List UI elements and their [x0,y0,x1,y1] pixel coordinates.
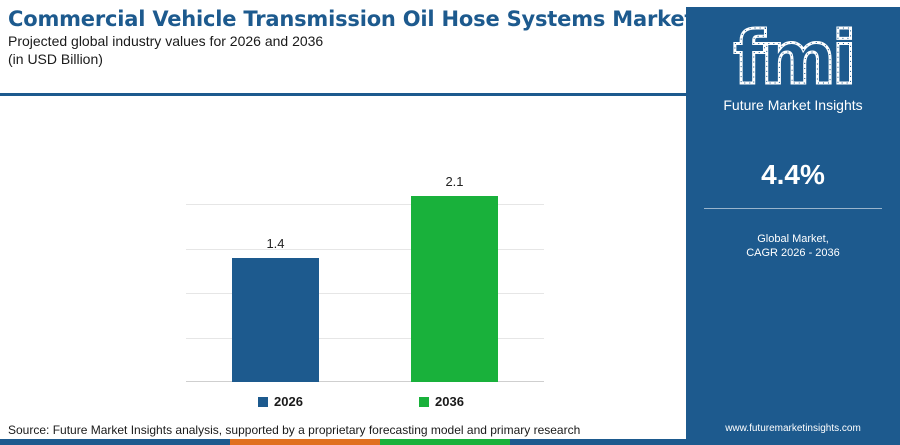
svg-text:fmi: fmi [733,19,852,99]
sidebar-panel: fmi fmi Future Market Insights 4.4% Glob… [686,7,900,445]
bar-chart-plot-area: 1.4 2.1 [186,160,544,382]
header-divider [0,93,686,96]
subtitle-line-1: Projected global industry values for 202… [8,33,324,49]
chart-subtitle: Projected global industry values for 202… [8,32,323,68]
legend-item-2036: 2036 [419,394,464,409]
strip-segment [510,439,686,445]
footer-color-strip [0,439,686,445]
gridline [186,204,544,205]
legend-item-2026: 2026 [258,394,303,409]
bar-2026 [232,257,319,382]
source-note: Source: Future Market Insights analysis,… [8,423,581,437]
cagr-label-line-2: CAGR 2026 - 2036 [746,247,840,259]
sidebar-divider [704,208,882,209]
gridline [186,249,544,250]
chart-title: Commercial Vehicle Transmission Oil Hose… [8,7,695,31]
gridline [186,338,544,339]
legend-label: 2026 [274,394,303,409]
svg-text:fmi: fmi [733,19,852,99]
legend-swatch [258,396,268,407]
data-label-2036: 2.1 [445,173,464,189]
fmi-logo: fmi fmi Future Market Insights [718,15,868,119]
fmi-logo-mark: fmi fmi [732,15,858,102]
legend-label: 2036 [435,394,464,409]
subtitle-line-2: (in USD Billion) [8,51,103,67]
data-label-2026: 1.4 [266,235,285,251]
x-axis-line [186,381,544,382]
website-link[interactable]: www.futuremarketinsights.com [725,423,861,434]
strip-segment [230,439,380,445]
cagr-label-line-1: Global Market, [757,233,829,245]
bar-2036 [411,195,498,382]
logo-company-name: Future Market Insights [723,97,863,113]
legend-swatch [419,396,429,407]
gridline [186,293,544,294]
cagr-value: 4.4% [761,159,825,190]
strip-segment [0,439,230,445]
strip-segment [380,439,510,445]
